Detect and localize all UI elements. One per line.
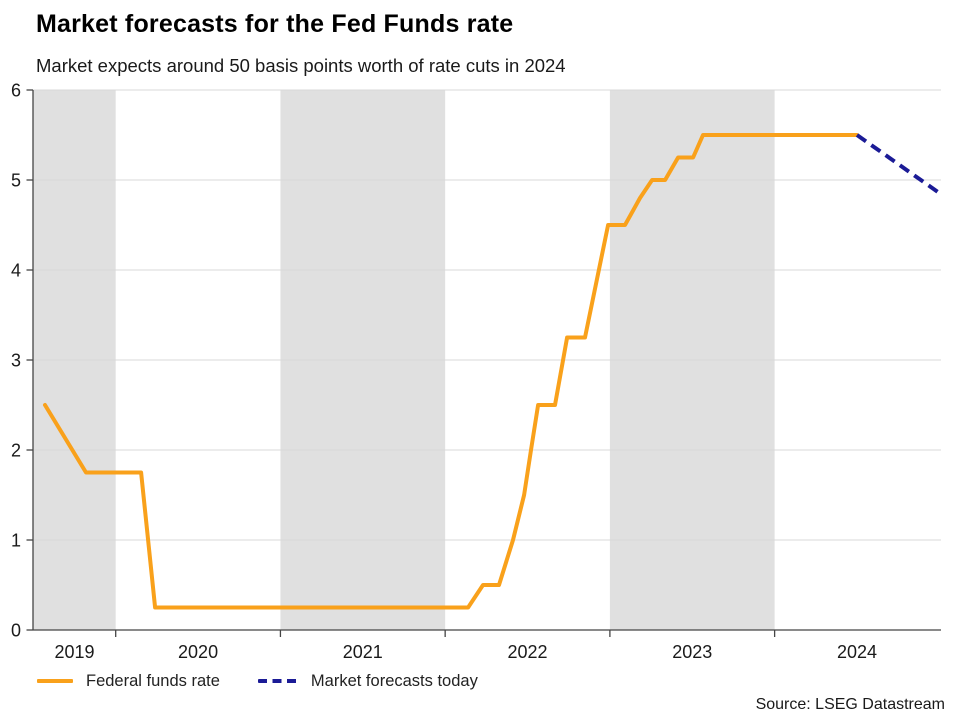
chart-legend: Federal funds rate Market forecasts toda… (37, 669, 478, 693)
x-tick-label: 2023 (672, 642, 712, 662)
y-tick-label: 5 (11, 171, 21, 191)
chart-title: Market forecasts for the Fed Funds rate (36, 10, 514, 38)
y-tick-label: 4 (11, 261, 21, 281)
x-tick-label: 2024 (837, 642, 877, 662)
x-tick-label: 2021 (343, 642, 383, 662)
series-market-forecasts-today (855, 133, 942, 196)
y-tick-label: 0 (11, 621, 21, 641)
legend-item-market-forecasts-today: Market forecasts today (257, 671, 478, 691)
legend-label: Market forecasts today (310, 671, 478, 690)
dashed-line-swatch-icon (257, 679, 298, 683)
series-federal-funds-rate (43, 133, 859, 610)
y-tick-label: 2 (11, 441, 21, 461)
source-credit: Source: LSEG Datastream (755, 696, 945, 713)
y-tick-label: 1 (11, 531, 21, 551)
y-tick-label: 3 (11, 351, 21, 371)
y-tick-label: 6 (11, 81, 21, 101)
x-tick-label: 2020 (178, 642, 218, 662)
chart-subtitle: Market expects around 50 basis points wo… (36, 55, 566, 76)
solid-line-swatch-icon (37, 679, 73, 683)
x-tick-label: 2019 (54, 642, 94, 662)
legend-item-federal-funds-rate: Federal funds rate (37, 672, 220, 691)
x-tick-label: 2022 (508, 642, 548, 662)
legend-label: Federal funds rate (86, 671, 220, 690)
